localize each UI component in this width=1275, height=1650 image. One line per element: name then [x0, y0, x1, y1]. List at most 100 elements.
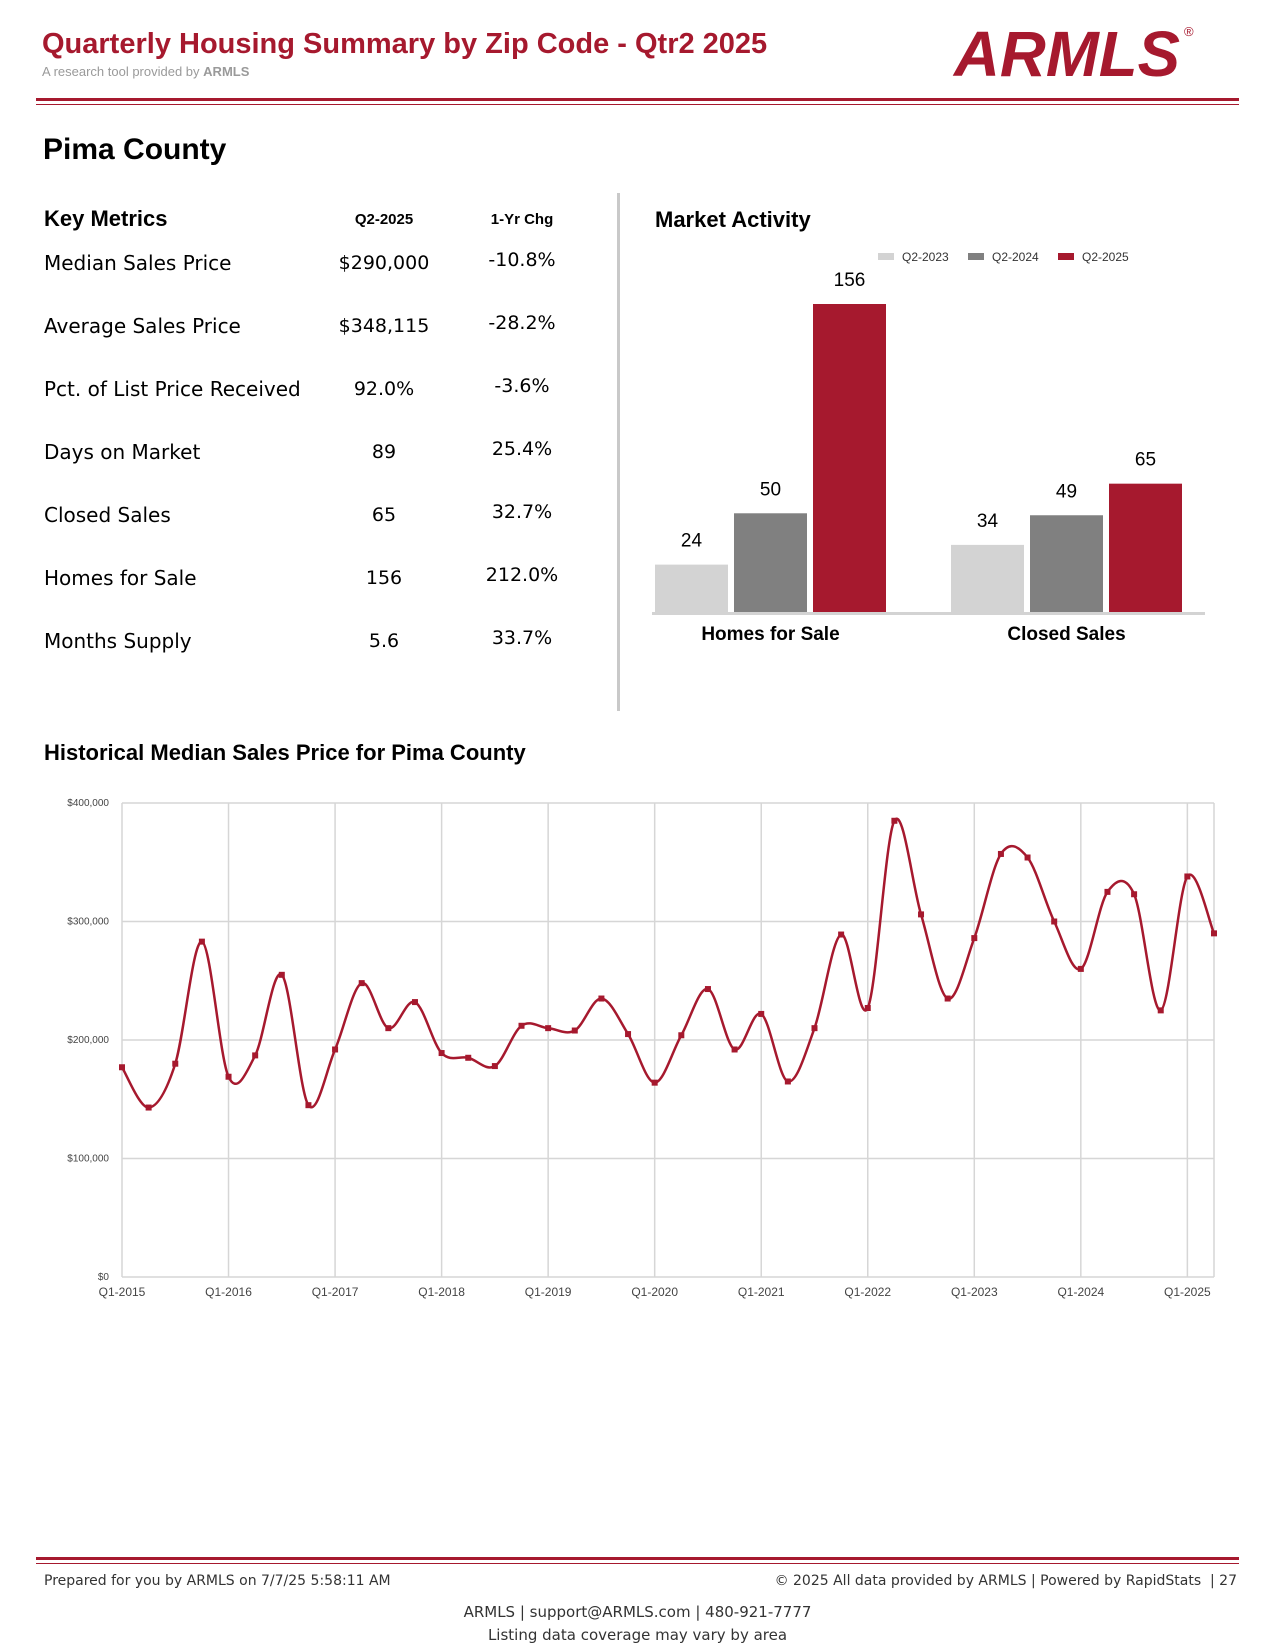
metric-change-homes-for-sale: 212.0% — [485, 564, 559, 586]
data-point-q1-2019 — [545, 1025, 552, 1032]
data-point-q1-2024 — [1077, 965, 1084, 972]
data-point-q2-2022 — [891, 817, 898, 824]
x-tick-label: Q1-2018 — [418, 1285, 465, 1299]
data-point-q1-2015 — [119, 1064, 125, 1071]
y-tick-label: $0 — [98, 1272, 110, 1283]
bar-closed-sales-q2-2023 — [951, 544, 1024, 612]
data-point-q4-2021 — [838, 931, 845, 938]
data-point-q2-2015 — [145, 1104, 152, 1111]
footer-rule-thin — [36, 1563, 1239, 1564]
county-heading: Pima County — [43, 133, 227, 166]
x-tick-label: Q1-2024 — [1057, 1285, 1104, 1299]
report-subtitle: A research tool provided by ARMLS — [42, 64, 249, 79]
logo-text: ARMLS — [952, 22, 1180, 86]
metric-label-pct-list-price: Pct. of List Price Received — [44, 377, 301, 401]
bar-closed-sales-q2-2024 — [1030, 515, 1103, 612]
bar-homes-for-sale-q2-2025 — [813, 304, 886, 612]
y-tick-label: $400,000 — [67, 798, 109, 809]
legend-swatch-q2-2024 — [968, 253, 984, 260]
bar-data-label: 34 — [977, 511, 999, 532]
data-point-q4-2015 — [198, 938, 205, 945]
header-rule — [36, 98, 1239, 101]
prepared-for-note: Prepared for you by ARMLS on 7/7/25 5:58… — [44, 1573, 391, 1589]
legend-swatch-q2-2025 — [1058, 253, 1074, 260]
market-activity-title: Market Activity — [655, 207, 811, 232]
bar-data-label: 49 — [1056, 481, 1077, 502]
data-point-q1-2022 — [864, 1005, 871, 1012]
median-price-line — [120, 817, 1216, 1109]
logo-registered-mark: ® — [1184, 24, 1194, 39]
metric-value-homes-for-sale: 156 — [365, 567, 403, 589]
legend-swatch-q2-2023 — [878, 253, 894, 260]
data-point-q3-2021 — [811, 1025, 818, 1032]
data-point-q2-2019 — [571, 1027, 578, 1034]
data-point-q3-2018 — [491, 1063, 498, 1070]
x-tick-label: Q1-2016 — [205, 1285, 252, 1299]
category-label-closed-sales: Closed Sales — [1007, 624, 1125, 645]
metric-label-homes-for-sale: Homes for Sale — [44, 566, 197, 590]
x-tick-label: Q1-2019 — [525, 1285, 572, 1299]
data-point-q1-2025 — [1184, 873, 1191, 880]
report-title: Quarterly Housing Summary by Zip Code - … — [42, 28, 768, 60]
y-tick-label: $300,000 — [67, 917, 109, 928]
x-tick-label: Q1-2017 — [312, 1285, 359, 1299]
contact-line: ARMLS | support@ARMLS.com | 480-921-7777 — [463, 1603, 812, 1621]
metric-value-months-supply: 5.6 — [368, 630, 400, 652]
metric-change-days-on-market: 25.4% — [491, 438, 553, 460]
metric-label-months-supply: Months Supply — [44, 629, 192, 653]
data-point-q2-2020 — [678, 1032, 685, 1039]
legend-label-q2-2024: Q2-2024 — [992, 250, 1039, 264]
data-point-q4-2022 — [944, 995, 951, 1002]
x-tick-label: Q1-2025 — [1164, 1285, 1211, 1299]
historical-chart-title: Historical Median Sales Price for Pima C… — [44, 740, 526, 765]
metric-value-days-on-market: 89 — [371, 441, 397, 463]
data-point-q4-2016 — [305, 1102, 312, 1109]
metric-change-average-sales-price: -28.2% — [488, 312, 556, 334]
metric-value-closed-sales: 65 — [371, 504, 397, 526]
market-activity-chart: Q2-2023 Q2-2024 Q2-2025 24 50 156 Homes for Sa… — [652, 250, 1205, 645]
data-point-q1-2021 — [758, 1010, 765, 1017]
data-point-q1-2017 — [332, 1046, 339, 1053]
data-point-q4-2024 — [1157, 1007, 1164, 1014]
metric-change-closed-sales: 32.7% — [491, 501, 553, 523]
y-tick-label: $200,000 — [67, 1035, 109, 1046]
footer-rule — [36, 1557, 1239, 1560]
bar-data-label: 24 — [681, 531, 703, 552]
metric-value-pct-list-price: 92.0% — [353, 378, 415, 400]
data-point-q1-2016 — [225, 1073, 232, 1080]
metric-value-average-sales-price: $348,115 — [338, 315, 430, 337]
bar-closed-sales-q2-2025 — [1109, 483, 1182, 612]
data-point-q3-2023 — [1024, 854, 1031, 861]
data-point-q2-2021 — [784, 1078, 791, 1085]
x-tick-label: Q1-2023 — [951, 1285, 998, 1299]
bar-data-label: 50 — [760, 479, 781, 500]
category-label-homes-for-sale: Homes for Sale — [701, 624, 839, 645]
data-point-q1-2023 — [971, 935, 978, 942]
section-divider — [617, 193, 620, 711]
copyright-note: © 2025 All data provided by ARMLS | Powe… — [774, 1573, 1237, 1589]
data-point-q2-2024 — [1104, 888, 1111, 895]
data-point-q3-2020 — [704, 986, 711, 993]
key-metrics-value-header: Q2-2025 — [354, 211, 414, 228]
subtitle-prefix: A research tool provided by — [42, 64, 200, 79]
data-point-q4-2023 — [1051, 918, 1058, 925]
data-point-q2-2017 — [358, 980, 365, 987]
data-point-q4-2020 — [731, 1046, 738, 1053]
x-tick-label: Q1-2021 — [738, 1285, 785, 1299]
data-point-q3-2024 — [1131, 891, 1138, 898]
data-point-q2-2025 — [1211, 930, 1217, 937]
metric-change-months-supply: 33.7% — [491, 627, 553, 649]
data-point-q1-2018 — [438, 1050, 445, 1057]
data-point-q2-2016 — [252, 1052, 259, 1059]
metric-change-pct-list-price: -3.6% — [494, 375, 550, 397]
data-point-q2-2023 — [997, 850, 1004, 857]
metric-label-days-on-market: Days on Market — [44, 440, 201, 464]
legend-label-q2-2025: Q2-2025 — [1082, 250, 1129, 264]
data-point-q4-2018 — [518, 1022, 525, 1029]
data-point-q3-2016 — [278, 971, 285, 978]
subtitle-brand: ARMLS — [203, 64, 250, 79]
y-tick-label: $100,000 — [67, 1154, 109, 1165]
bar-data-label: 156 — [834, 270, 866, 291]
data-point-q3-2017 — [385, 1025, 392, 1032]
data-point-q2-2018 — [465, 1054, 472, 1061]
